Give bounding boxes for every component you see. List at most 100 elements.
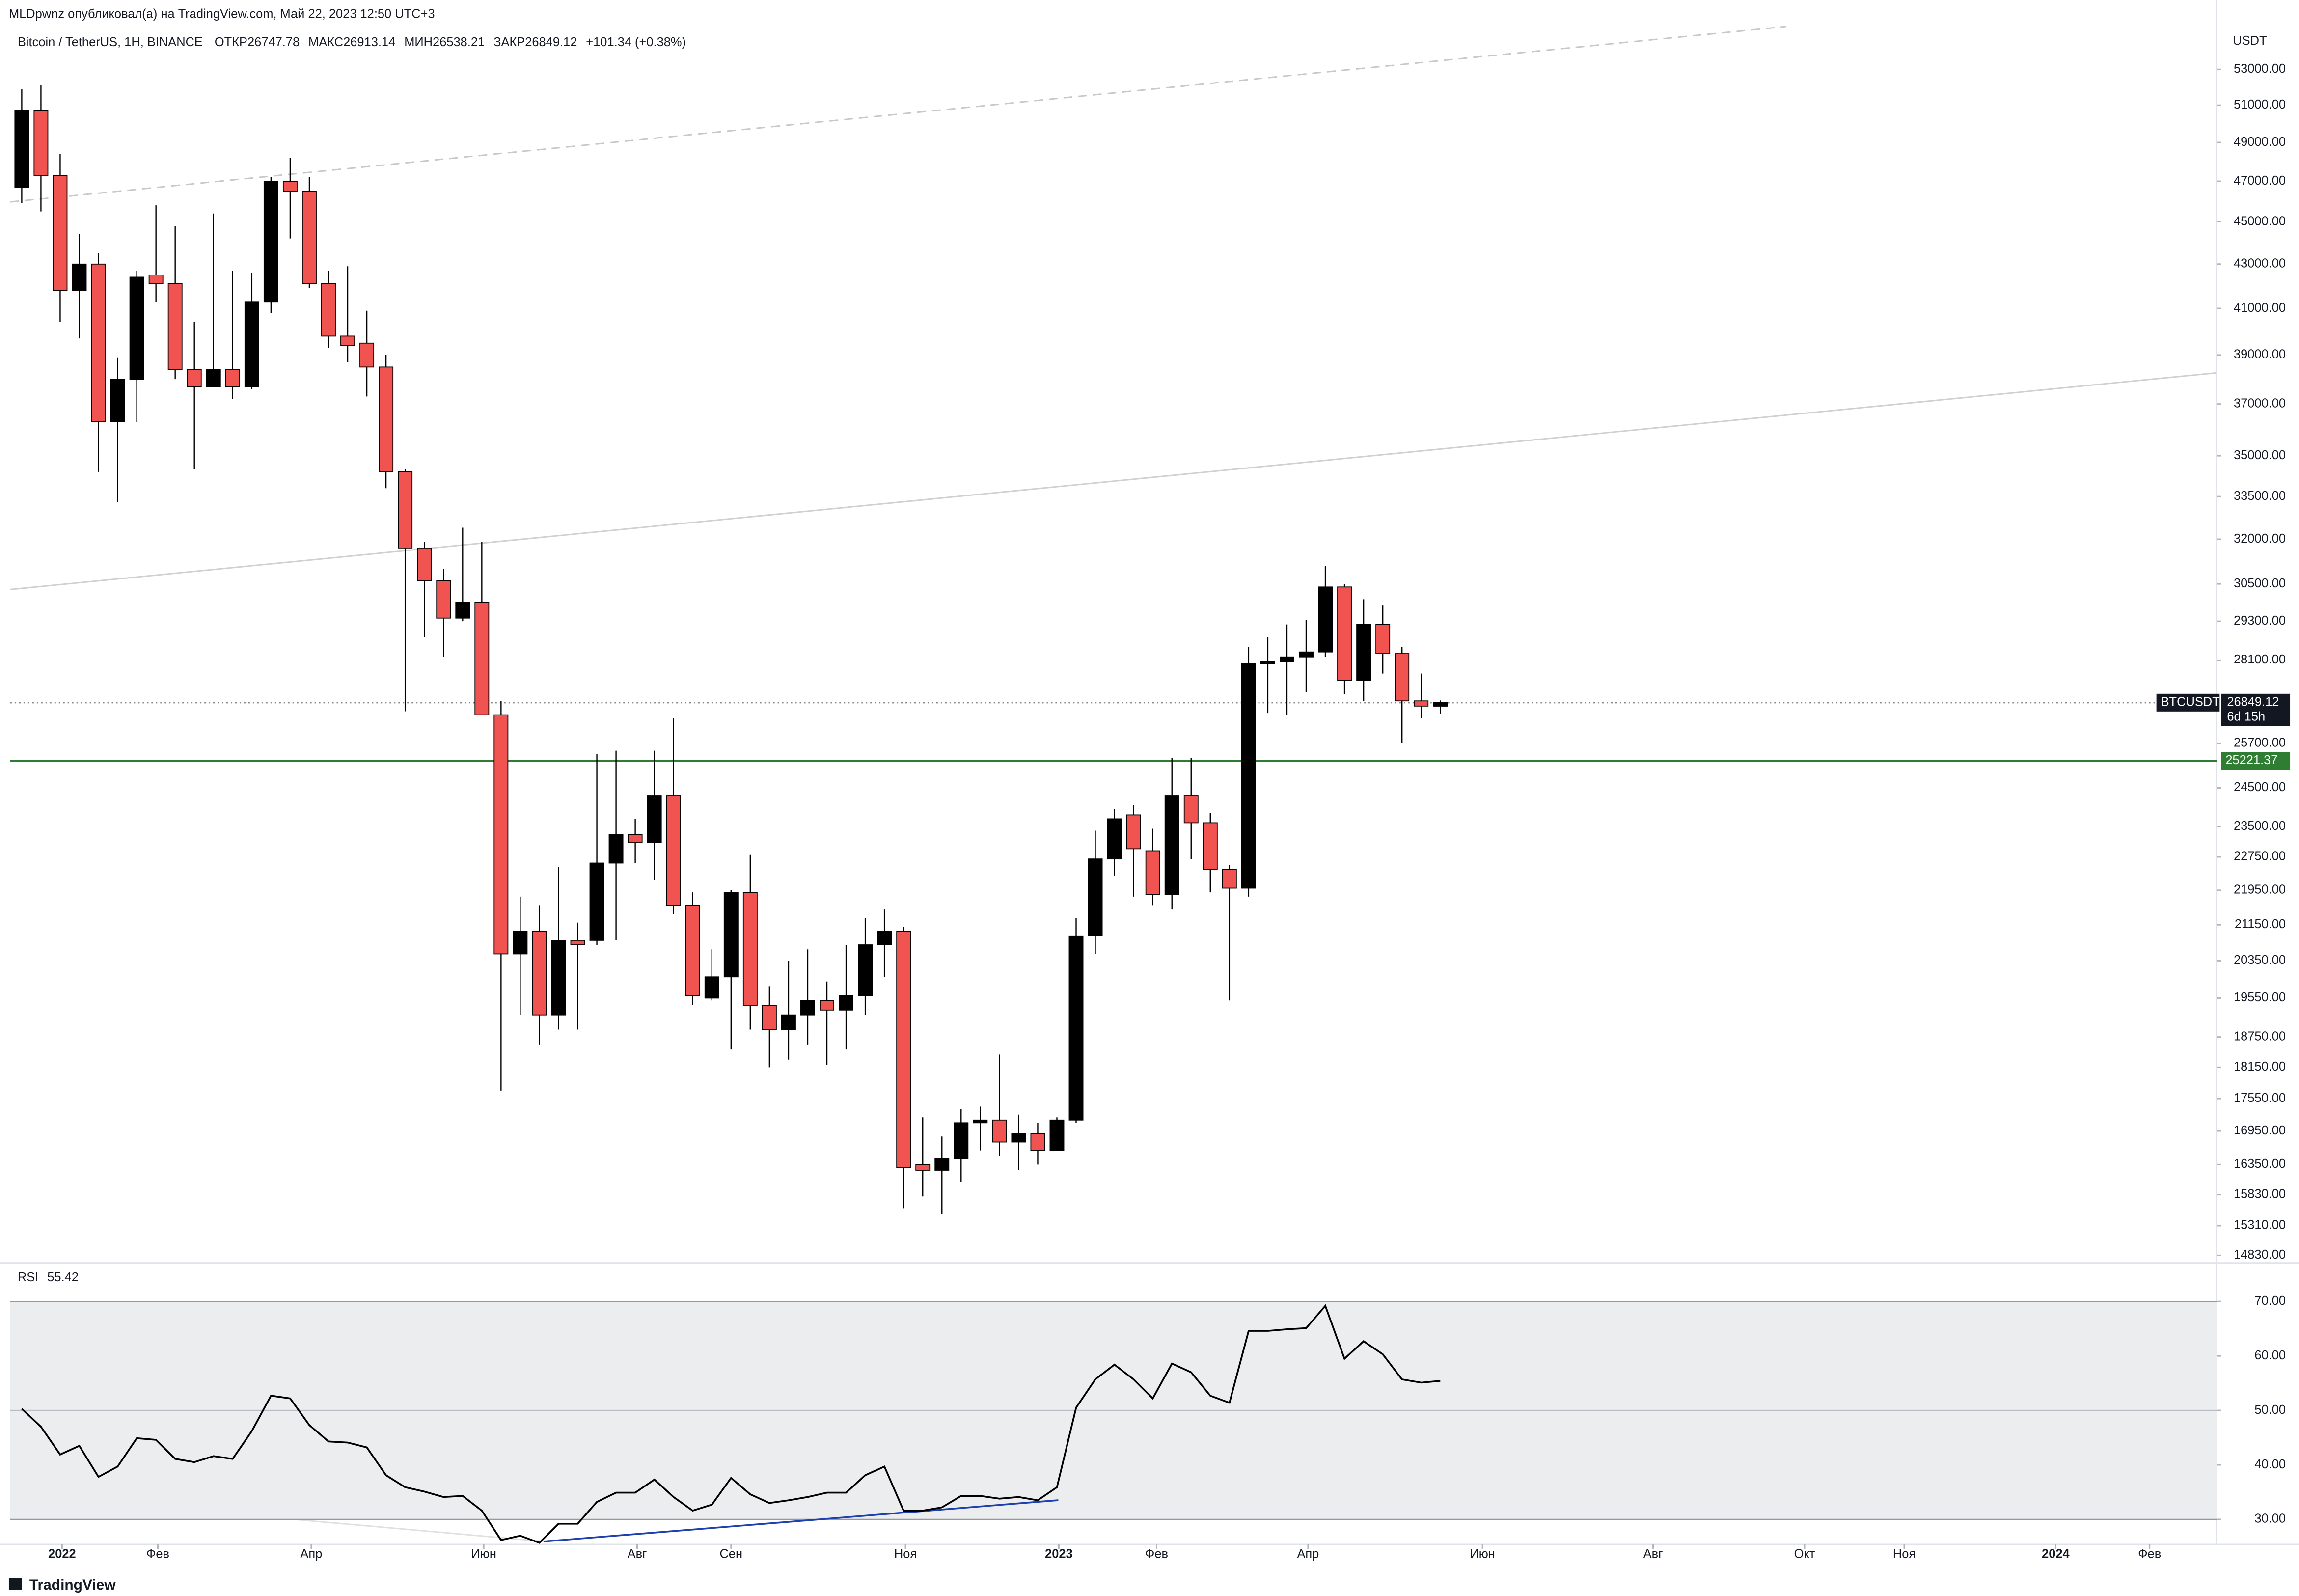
currency: USDT	[2233, 34, 2267, 48]
x-tick-label: Июн	[1470, 1547, 1495, 1561]
candle-body	[436, 580, 451, 619]
symbol-box	[2156, 693, 2220, 712]
candle-body	[263, 181, 278, 303]
candle-body	[340, 335, 355, 346]
rsi-divergence	[544, 1499, 1059, 1542]
y-tick-label: 43000.00	[2234, 256, 2286, 270]
candle-body	[1049, 1119, 1065, 1151]
candle-body	[685, 905, 700, 996]
candle-body	[1375, 624, 1391, 654]
candle-body	[282, 181, 298, 192]
candle-body	[723, 892, 739, 978]
candle-body	[954, 1122, 969, 1159]
x-tick-label: Окт	[1794, 1547, 1815, 1561]
x-tick-label: Июн	[471, 1547, 496, 1561]
y-tick-label: 70.00	[2254, 1294, 2286, 1308]
x-tick-label: Апр	[300, 1547, 322, 1561]
candle-body	[1433, 702, 1448, 707]
candle-body	[1337, 586, 1352, 681]
published-line: MLDpwnz опубликовал(а) на TradingView.co…	[9, 7, 435, 21]
candle-body	[704, 976, 719, 999]
candle-body	[589, 862, 604, 941]
symbol-label: BTCUSDT	[2161, 695, 2220, 709]
ohlc-value: 26849.12	[525, 35, 577, 49]
candle-body	[321, 283, 336, 337]
candle-body	[91, 263, 106, 422]
candle-body	[1280, 656, 1294, 662]
candle-body	[800, 1000, 815, 1016]
candle-body	[570, 939, 585, 945]
y-tick-label: 21950.00	[2234, 883, 2286, 897]
candle-body	[53, 175, 68, 291]
y-tick-label: 17550.00	[2234, 1091, 2286, 1105]
candle-body	[992, 1119, 1007, 1143]
x-tick-label: Ноя	[1893, 1547, 1916, 1561]
rsi-header: RSI 55.42	[18, 1270, 79, 1284]
candle-body	[379, 366, 394, 472]
candle-body	[532, 931, 547, 1016]
y-tick-label: 35000.00	[2234, 448, 2286, 462]
candle-body	[647, 795, 662, 843]
candle-body	[417, 547, 432, 581]
x-tick-label: Фев	[1145, 1547, 1168, 1561]
ohlc-label: ОТКР	[215, 35, 247, 49]
candle-body	[1241, 663, 1256, 889]
symbol: Bitcoin / TetherUS, 1H, BINANCE	[18, 35, 203, 49]
candle-body	[148, 275, 164, 284]
candle-body	[742, 892, 758, 1006]
candle-body	[493, 714, 509, 955]
candle-body	[129, 276, 144, 380]
ohlc-label: МАКС	[308, 35, 343, 49]
candle-body	[244, 301, 259, 387]
y-tick-label: 41000.00	[2234, 301, 2286, 315]
x-tick-label: Авг	[628, 1547, 647, 1561]
y-tick-label: 40.00	[2254, 1458, 2286, 1471]
candle-body	[1088, 858, 1103, 936]
y-tick-label: 51000.00	[2234, 98, 2286, 111]
y-tick-label: 32000.00	[2234, 532, 2286, 546]
candle-body	[915, 1164, 931, 1171]
candle-body	[1011, 1133, 1026, 1143]
x-tick-label: Фев	[2138, 1547, 2161, 1561]
candle-body	[110, 379, 125, 422]
candle-body	[1318, 586, 1333, 653]
x-tick-label: Сен	[720, 1547, 743, 1561]
candle-body	[167, 283, 183, 370]
ohlc-value: 26913.14	[343, 35, 395, 49]
y-tick-label: 25700.00	[2234, 736, 2286, 749]
candle-body	[1356, 624, 1371, 681]
y-tick-label: 22750.00	[2234, 850, 2286, 863]
candle-body	[14, 110, 29, 188]
candle-body	[1164, 795, 1179, 895]
y-tick-label: 18150.00	[2234, 1060, 2286, 1073]
candle-body	[1030, 1133, 1045, 1151]
candle-body	[858, 944, 873, 996]
candle-body	[973, 1119, 988, 1124]
candle-body	[1395, 653, 1410, 702]
countdown: 6d 15h	[2227, 710, 2265, 724]
change: +101.34 (+0.38%)	[586, 35, 686, 49]
price-label: 26849.12	[2227, 695, 2279, 709]
trendline	[10, 26, 1786, 203]
candle-body	[187, 369, 202, 387]
candle-body	[1222, 869, 1237, 889]
candle-body	[1260, 661, 1275, 664]
y-tick-label: 49000.00	[2234, 135, 2286, 149]
y-tick-label: 24500.00	[2234, 780, 2286, 794]
candle-body	[1107, 818, 1122, 860]
candle-body	[820, 1000, 834, 1011]
level-label: 25221.37	[2225, 753, 2277, 767]
logo	[8, 1578, 22, 1590]
candle-body	[206, 369, 221, 387]
y-tick-label: 15830.00	[2234, 1187, 2286, 1201]
y-tick-label: 30.00	[2254, 1512, 2286, 1526]
candle-body	[781, 1014, 796, 1030]
y-tick-label: 18750.00	[2234, 1029, 2286, 1043]
y-tick-label: 30500.00	[2234, 577, 2286, 590]
y-tick-label: 16950.00	[2234, 1124, 2286, 1137]
x-tick-label: 2022	[48, 1547, 76, 1561]
ohlc-label: ЗАКР	[493, 35, 525, 49]
y-tick-label: 20350.00	[2234, 953, 2286, 967]
y-tick-label: 37000.00	[2234, 396, 2286, 410]
candle-body	[839, 995, 854, 1011]
